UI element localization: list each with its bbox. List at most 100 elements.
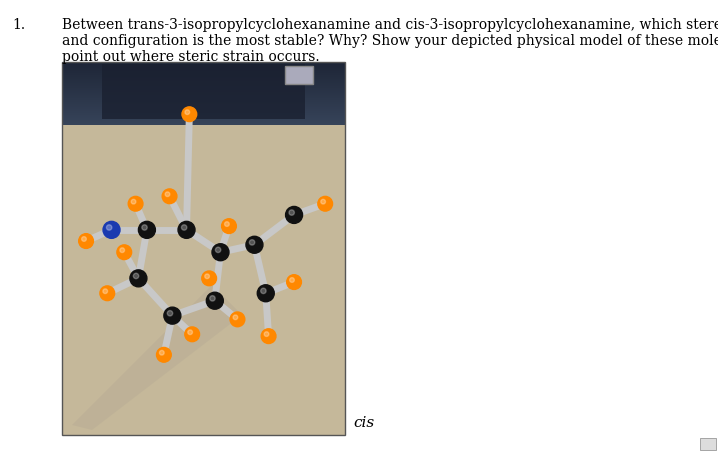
Text: and configuration is the most stable? Why? Show your depicted physical model of : and configuration is the most stable? Wh… (62, 34, 718, 48)
Circle shape (188, 330, 192, 335)
Circle shape (321, 199, 325, 204)
Circle shape (289, 278, 294, 282)
Bar (102, 64, 305, 119)
Circle shape (103, 289, 108, 294)
Bar (62, 66, 345, 67)
Bar (62, 87, 345, 88)
Bar (62, 77, 345, 78)
Circle shape (185, 327, 200, 342)
Bar (62, 76, 345, 77)
Bar (285, 66, 313, 84)
Circle shape (165, 192, 170, 197)
Circle shape (205, 274, 210, 279)
Circle shape (206, 292, 223, 309)
Circle shape (264, 332, 269, 337)
Bar (62, 98, 345, 99)
Circle shape (233, 315, 238, 320)
Bar (62, 97, 345, 98)
Circle shape (157, 347, 171, 362)
Bar (62, 112, 345, 113)
Bar (62, 103, 345, 104)
Text: Between trans-3-isopropylcyclohexanamine and cis-3-isopropylcyclohexanamine, whi: Between trans-3-isopropylcyclohexanamine… (62, 18, 718, 32)
Circle shape (130, 270, 147, 287)
Circle shape (225, 222, 229, 226)
Bar (700, 438, 716, 450)
Circle shape (103, 222, 120, 238)
Bar (62, 100, 345, 101)
Text: 1.: 1. (12, 18, 25, 32)
Bar (62, 70, 345, 71)
Circle shape (178, 222, 195, 238)
Bar (62, 92, 345, 93)
Bar (62, 79, 345, 80)
Circle shape (129, 197, 143, 211)
Circle shape (286, 207, 302, 223)
Bar (62, 74, 345, 75)
Circle shape (182, 225, 187, 230)
Bar (62, 110, 345, 111)
Circle shape (182, 107, 197, 121)
Bar (62, 63, 345, 64)
Bar (62, 106, 345, 107)
Circle shape (212, 244, 229, 261)
Bar (62, 65, 345, 66)
Circle shape (261, 288, 266, 294)
Circle shape (106, 225, 112, 230)
Bar (62, 64, 345, 65)
Bar (62, 114, 345, 115)
Circle shape (318, 197, 332, 211)
Bar (62, 122, 345, 123)
Bar (62, 105, 345, 106)
Bar (62, 99, 345, 100)
Bar (62, 121, 345, 122)
Circle shape (289, 210, 294, 215)
Bar (62, 124, 345, 125)
Bar (62, 102, 345, 103)
Bar (62, 68, 345, 69)
Polygon shape (72, 285, 242, 430)
Bar (62, 81, 345, 82)
Bar (62, 120, 345, 121)
Circle shape (230, 312, 245, 327)
Bar (62, 111, 345, 112)
Circle shape (249, 240, 255, 245)
Bar (62, 109, 345, 110)
Circle shape (117, 245, 131, 260)
Circle shape (261, 329, 276, 343)
Circle shape (134, 273, 139, 279)
Bar (62, 69, 345, 70)
Circle shape (164, 307, 181, 324)
Bar (62, 96, 345, 97)
Circle shape (185, 110, 190, 115)
Circle shape (120, 248, 124, 252)
Bar (62, 72, 345, 73)
Circle shape (139, 222, 155, 238)
Circle shape (82, 236, 86, 241)
Bar (62, 117, 345, 118)
Bar (62, 83, 345, 84)
Bar (62, 80, 345, 81)
Bar (62, 93, 345, 94)
Bar (62, 94, 345, 95)
Bar (62, 101, 345, 102)
Bar (62, 78, 345, 79)
Text: cis: cis (353, 416, 374, 430)
Bar (62, 84, 345, 85)
Bar (62, 67, 345, 68)
Bar (62, 62, 345, 63)
Bar (62, 118, 345, 119)
Circle shape (215, 247, 221, 253)
Bar (62, 73, 345, 74)
Circle shape (100, 286, 115, 301)
Bar (62, 91, 345, 92)
Circle shape (246, 236, 263, 253)
Bar (62, 116, 345, 117)
Bar (62, 107, 345, 108)
Circle shape (167, 311, 173, 316)
Circle shape (202, 271, 217, 286)
Bar (62, 85, 345, 86)
Bar (62, 90, 345, 91)
Circle shape (159, 350, 164, 355)
Bar (62, 115, 345, 116)
Bar (62, 82, 345, 83)
